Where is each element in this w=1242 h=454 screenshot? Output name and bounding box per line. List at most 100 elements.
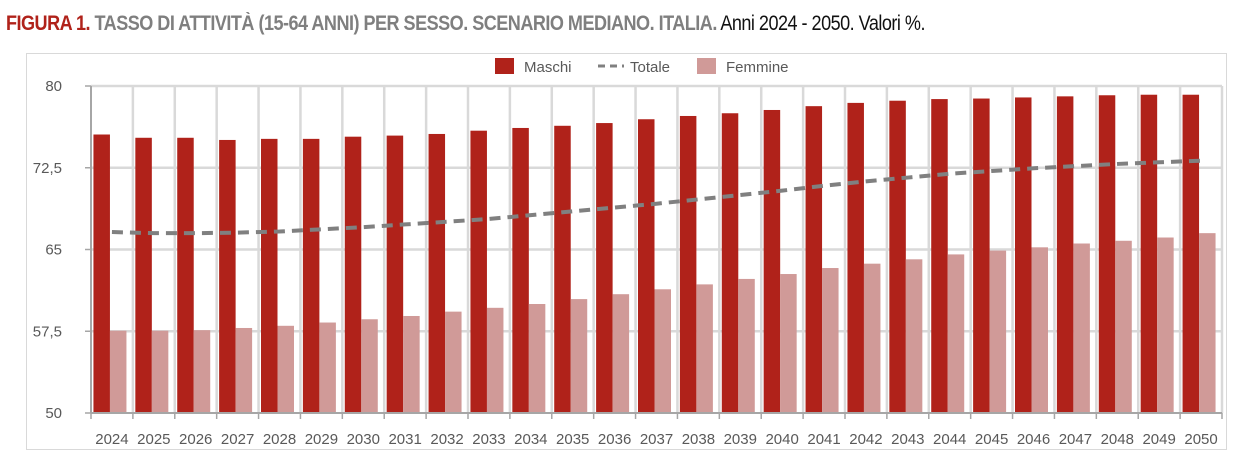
x-tick-label: 2046 — [1017, 431, 1050, 448]
bar-femmine — [570, 299, 588, 413]
bar-maschi — [1015, 97, 1032, 413]
x-tick-label: 2028 — [263, 431, 296, 448]
legend-swatch-femmine — [697, 58, 716, 74]
bar-femmine — [1157, 237, 1174, 413]
bar-maschi — [177, 137, 194, 413]
x-tick-label: 2042 — [849, 431, 882, 448]
x-tick-label: 2030 — [347, 431, 380, 448]
bar-femmine — [989, 250, 1007, 413]
x-tick-label: 2049 — [1142, 431, 1175, 448]
bar-maschi — [973, 98, 990, 413]
bar-femmine — [445, 311, 462, 413]
bar-maschi — [1140, 94, 1158, 413]
legend-label-femmine: Femmine — [726, 59, 789, 76]
bar-maschi — [302, 138, 320, 414]
bar-femmine — [319, 322, 336, 413]
x-tick-label: 2043 — [891, 431, 924, 448]
bar-maschi — [847, 102, 864, 414]
bar-femmine — [1115, 240, 1132, 413]
bar-maschi — [428, 133, 446, 413]
x-tick-label: 2025 — [137, 431, 170, 448]
bar-maschi — [1056, 96, 1074, 413]
x-tick-label: 2045 — [975, 431, 1008, 448]
x-tick-label: 2032 — [430, 431, 463, 448]
gridlines — [91, 84, 1224, 413]
figure-main-title: TASSO DI ATTIVITÀ (15-64 ANNI) PER SESSO… — [89, 12, 717, 35]
x-tick-label: 2027 — [221, 431, 254, 448]
bar-femmine — [486, 307, 504, 413]
bar-maschi — [931, 99, 948, 413]
bars — [93, 94, 1216, 414]
bar-femmine — [780, 274, 797, 413]
figure-title: FIGURA 1. TASSO DI ATTIVITÀ (15-64 ANNI)… — [6, 12, 925, 36]
x-tick-label: 2031 — [388, 431, 421, 448]
bar-maschi — [1182, 94, 1200, 413]
x-tick-label: 2039 — [724, 431, 757, 448]
bar-maschi — [554, 125, 571, 413]
x-tick-label: 2033 — [472, 431, 505, 448]
bar-maschi — [386, 135, 404, 413]
x-tick-label: 2034 — [514, 431, 547, 448]
bar-femmine — [696, 284, 713, 413]
bar-femmine — [947, 254, 965, 413]
bar-femmine — [109, 330, 127, 413]
y-tick-label: 65 — [45, 242, 62, 259]
bar-femmine — [654, 289, 671, 413]
x-tick-label: 2050 — [1184, 431, 1217, 448]
legend-label-maschi: Maschi — [524, 59, 572, 76]
x-tick-label: 2029 — [305, 431, 338, 448]
bar-femmine — [822, 268, 839, 413]
bar-femmine — [1199, 233, 1216, 413]
bar-femmine — [863, 263, 881, 413]
bar-maschi — [344, 136, 362, 413]
bar-femmine — [612, 294, 630, 413]
x-tick-label: 2026 — [179, 431, 212, 448]
chart-frame — [26, 53, 1227, 450]
bar-maschi — [1098, 95, 1116, 413]
x-tick-label: 2040 — [765, 431, 798, 448]
y-tick-label: 57,5 — [33, 323, 62, 340]
bar-maschi — [93, 134, 110, 413]
bar-maschi — [135, 137, 152, 413]
x-tick-label: 2036 — [598, 431, 631, 448]
bar-maschi — [638, 119, 655, 414]
bar-maschi — [721, 113, 739, 413]
legend-swatch-maschi — [495, 58, 514, 74]
totale-line — [111, 158, 1202, 236]
x-tick-label: 2038 — [682, 431, 715, 448]
bar-femmine — [235, 327, 253, 413]
x-tick-label: 2047 — [1059, 431, 1092, 448]
bar-femmine — [905, 259, 923, 413]
bar-maschi — [470, 130, 487, 413]
x-tick-label: 2044 — [933, 431, 966, 448]
y-axis-labels: 50 57,5 65 72,5 80 — [33, 78, 62, 422]
figure-number: FIGURA 1. — [6, 12, 91, 35]
x-tick-label: 2037 — [640, 431, 673, 448]
y-tick-label: 80 — [45, 78, 62, 95]
bar-femmine — [151, 330, 169, 413]
x-tick-label: 2024 — [95, 431, 128, 448]
legend-label-totale: Totale — [630, 59, 670, 76]
bar-maschi — [219, 139, 236, 413]
bar-femmine — [193, 330, 211, 413]
bar-femmine — [1031, 247, 1048, 413]
x-tick-label: 2041 — [807, 431, 840, 448]
figure-subtitle: Anni 2024 - 2050. Valori %. — [716, 12, 925, 35]
bar-femmine — [528, 304, 546, 413]
bar-femmine — [1073, 243, 1090, 413]
x-axis-labels: 2024 2025 2026 2027 2028 2029 2030 2031 2032 2033… — [95, 431, 1217, 448]
bar-maschi — [512, 127, 529, 413]
x-tick-label: 2048 — [1101, 431, 1134, 448]
bar-maschi — [889, 100, 906, 413]
bar-maschi — [805, 106, 823, 413]
bar-maschi — [261, 138, 278, 414]
y-tick-label: 72,5 — [33, 160, 62, 177]
bar-maschi — [596, 123, 613, 413]
x-tick-label: 2035 — [556, 431, 589, 448]
bar-maschi — [763, 109, 781, 413]
y-tick-label: 50 — [45, 405, 62, 422]
bar-femmine — [403, 315, 420, 413]
bar-maschi — [679, 115, 697, 413]
axes — [85, 85, 1223, 419]
